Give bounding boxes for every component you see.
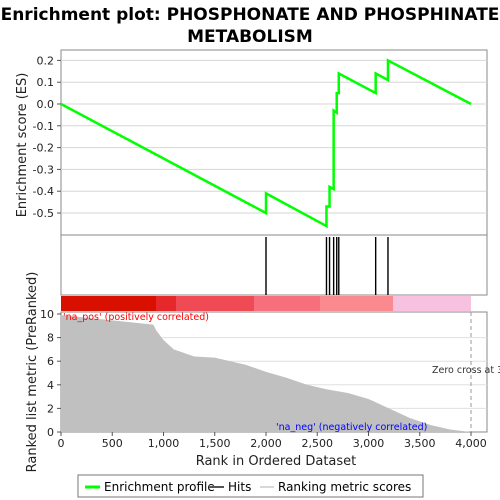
- chart-title-line1: Enrichment plot: PHOSPHONATE AND PHOSPHI…: [1, 5, 500, 25]
- x-tick-label: 2,500: [302, 437, 334, 450]
- es-tick-label: 0.2: [37, 54, 55, 67]
- ranking-metric-area: [61, 315, 471, 432]
- x-tick-label: 3,500: [404, 437, 436, 450]
- band-segment: [156, 296, 176, 311]
- chart-title-line2: METABOLISM: [187, 27, 313, 47]
- es-tick-label: -0.1: [33, 120, 54, 133]
- legend-frame: [77, 474, 424, 498]
- x-tick-label: 1,500: [199, 437, 231, 450]
- legend-label-metric: Ranking metric scores: [278, 480, 411, 494]
- es-tick-label: 0.1: [37, 76, 55, 89]
- legend-label-hits: Hits: [228, 480, 251, 494]
- metric-tick-label: 2: [47, 402, 54, 415]
- legend: Enrichment profile Hits Ranking metric s…: [77, 474, 424, 498]
- metric-tick-label: 8: [47, 332, 54, 345]
- x-tick-label: 4,000: [455, 437, 487, 450]
- zero-cross-label: Zero cross at 3: [432, 365, 500, 376]
- band-segment: [254, 296, 320, 311]
- band-segment: [393, 296, 471, 311]
- x-tick-label: 0: [58, 437, 65, 450]
- hits-panel: [60, 234, 488, 296]
- metric-panel: 0 2 4 6 8 10 0 500 1,000 1,500 2,000 2,500 3,000 3,5…: [25, 272, 500, 473]
- es-panel: 0.2 0.1 0.0 -0.1 -0.2 -0.3 -0.4 -0.5 Enrichment…: [15, 49, 488, 236]
- x-tick-label: 1,000: [148, 437, 180, 450]
- legend-label-enrichment: Enrichment profile: [104, 480, 215, 494]
- negative-correlation-label: 'na_neg' (negatively correlated): [276, 422, 427, 433]
- band-segment: [176, 296, 254, 311]
- metric-tick-label: 10: [40, 308, 54, 321]
- enrichment-profile-line: [60, 58, 472, 229]
- es-tick-label: -0.5: [33, 207, 54, 220]
- x-tick-label: 500: [102, 437, 123, 450]
- es-axis-label: Enrichment score (ES): [15, 73, 30, 218]
- metric-tick-label: 6: [47, 355, 54, 368]
- band-segment: [61, 296, 156, 311]
- es-tick-label: 0.0: [37, 98, 55, 111]
- es-tick-label: -0.2: [33, 142, 54, 155]
- x-tick-label: 3,000: [353, 437, 385, 450]
- x-axis-label: Rank in Ordered Dataset: [196, 454, 357, 469]
- metric-tick-label: 0: [47, 426, 54, 439]
- es-tick-label: -0.4: [33, 185, 54, 198]
- es-tick-label: -0.3: [33, 163, 54, 176]
- metric-axis-label: Ranked list metric (PreRanked): [25, 272, 40, 473]
- band-segment: [471, 296, 487, 311]
- metric-tick-label: 4: [47, 379, 54, 392]
- x-tick-label: 2,000: [250, 437, 282, 450]
- band-segment: [320, 296, 393, 311]
- ranking-color-band: [61, 296, 487, 311]
- positive-correlation-label: 'na_pos' (positively correlated): [63, 312, 209, 323]
- hits-panel-frame: [60, 234, 488, 296]
